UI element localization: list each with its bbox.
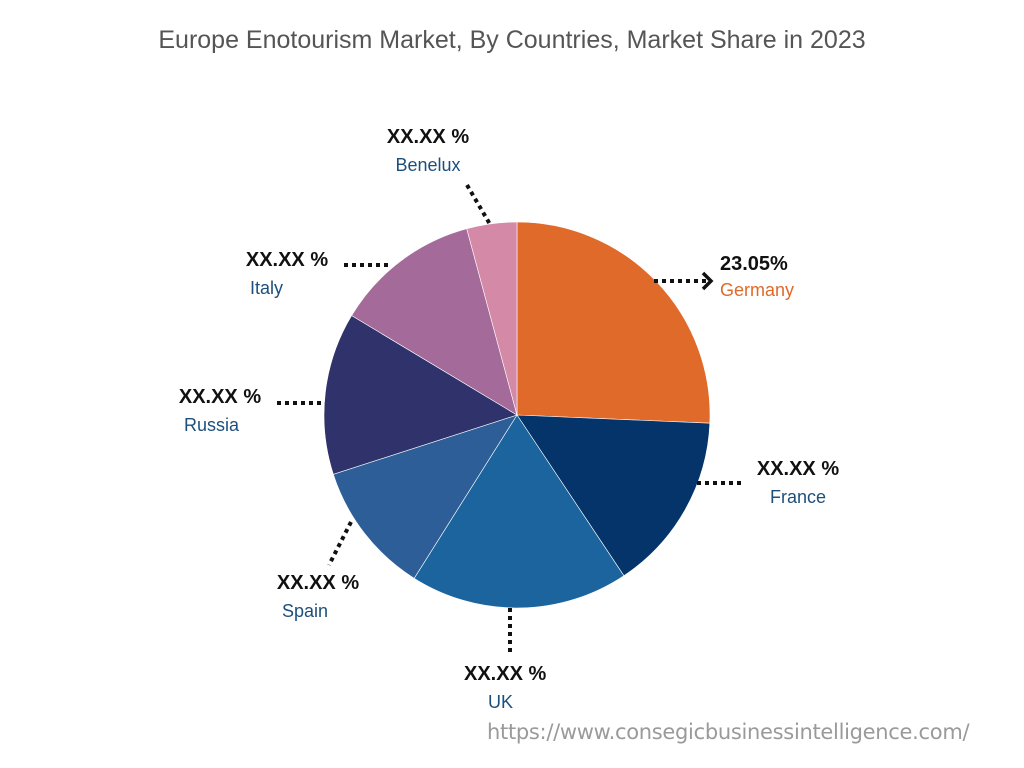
source-url: https://www.consegicbusinessintelligence… [487, 720, 970, 744]
pie-slice-italy [351, 228, 518, 416]
label-russia-value: XX.XX % [178, 386, 262, 408]
label-italy-value: XX.XX % [245, 249, 329, 271]
label-france: XX.XX % France [752, 457, 844, 509]
label-benelux-name: Benelux [395, 155, 461, 175]
pie-slice-france [516, 414, 711, 577]
pie-slice-benelux [466, 221, 518, 416]
pie-slice-spain [332, 414, 518, 579]
pie-slice-germany [516, 221, 711, 424]
label-germany: 23.05% Germany [720, 252, 794, 302]
label-spain-value: XX.XX % [276, 572, 360, 594]
leader-lines [277, 183, 744, 654]
leader-spain [327, 521, 353, 566]
label-france-name: France [769, 487, 827, 507]
label-uk-value: XX.XX % [464, 663, 547, 685]
leader-benelux [465, 183, 493, 228]
label-benelux: XX.XX % Benelux [382, 125, 474, 177]
label-uk-name: UK [488, 692, 514, 712]
label-spain: XX.XX % Spain [272, 571, 364, 623]
chart-title: Europe Enotourism Market, By Countries, … [158, 26, 866, 54]
label-benelux-value: XX.XX % [386, 126, 470, 148]
label-uk: XX.XX % UK [464, 662, 556, 714]
arrow-head-icon [701, 271, 714, 291]
label-italy-name: Italy [250, 278, 284, 298]
label-germany-name: Germany [720, 280, 795, 300]
label-italy: XX.XX % Italy [241, 248, 333, 300]
label-spain-name: Spain [282, 601, 329, 621]
pie-slices [323, 221, 711, 609]
label-germany-value: 23.05% [720, 253, 788, 275]
pie-slice-uk [413, 414, 625, 609]
pie-slice-russia [323, 315, 518, 475]
label-russia: XX.XX % Russia [174, 385, 266, 437]
label-russia-name: Russia [184, 415, 240, 435]
label-france-value: XX.XX % [756, 458, 840, 480]
